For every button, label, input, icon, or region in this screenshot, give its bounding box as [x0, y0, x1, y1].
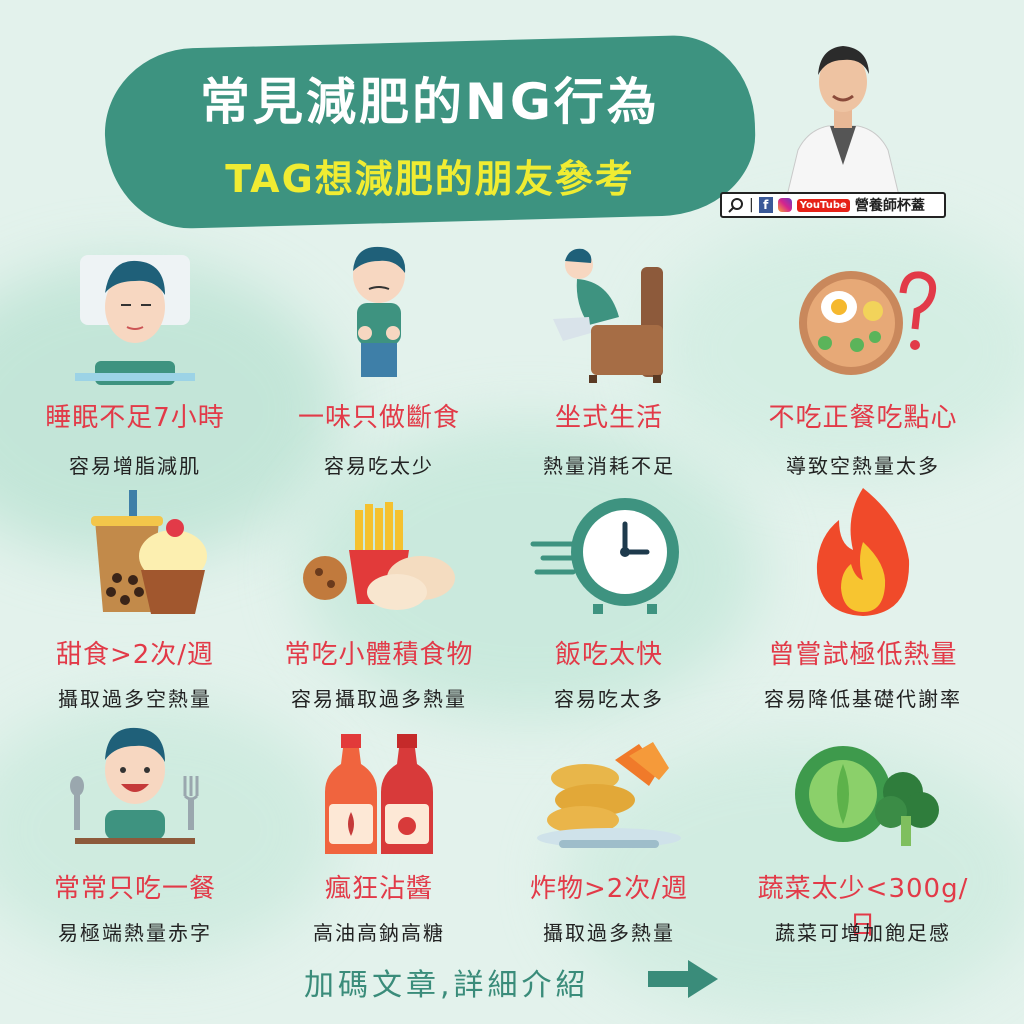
item-card: 不吃正餐吃點心 導致空熱量太多: [748, 245, 978, 478]
item-card: 瘋狂沾醬 高油高鈉高糖: [264, 720, 494, 945]
item-title: 曾嘗試極低熱量: [768, 640, 958, 670]
more-articles-link[interactable]: 加碼文章,詳細介紹: [304, 968, 590, 1003]
hungry-person-icon: [353, 246, 406, 377]
item-card: 甜食>2次/週 攝取過多空熱量: [20, 480, 250, 711]
item-card: 炸物>2次/週 攝取過多熱量: [494, 720, 724, 945]
social-bar: | f YouTube 營養師杯蓋: [720, 192, 946, 218]
item-card: 曾嘗試極低熱量 容易降低基礎代謝率: [748, 480, 978, 711]
clock-icon: [530, 498, 679, 614]
item-title: 蔬菜太少<300g/日: [757, 874, 969, 941]
item-title: 常吃小體積食物: [284, 640, 474, 670]
author-handle: 營養師杯蓋: [854, 198, 925, 214]
instagram-icon[interactable]: [777, 198, 792, 212]
sitting-person-icon: [553, 248, 663, 383]
item-description: 導致空熱量太多: [786, 454, 940, 478]
item-description: 易極端熱量赤字: [58, 921, 212, 945]
item-card: 一味只做斷食 容易吃太少: [264, 245, 494, 478]
item-description: 容易吃太少: [324, 454, 434, 478]
item-card: 常吃小體積食物 容易攝取過多熱量: [264, 480, 494, 711]
eating-boy-icon: [70, 727, 199, 844]
sleeping-person-icon: [75, 255, 195, 385]
item-title: 甜食>2次/週: [55, 640, 215, 670]
fries-dumplings-icon: [303, 502, 455, 610]
page-title: 常見減肥的NG行為: [200, 73, 660, 131]
meal-question-icon: [799, 271, 937, 375]
item-description: 容易增脂減肌: [69, 454, 201, 478]
item-title: 不吃正餐吃點心: [768, 403, 958, 433]
item-description: 容易降低基礎代謝率: [764, 687, 962, 711]
arrow-right-icon[interactable]: [648, 958, 720, 1000]
item-description: 高油高鈉高糖: [313, 921, 445, 945]
item-title: 炸物>2次/週: [529, 874, 689, 904]
item-card: 坐式生活 熱量消耗不足: [494, 245, 724, 478]
item-title: 瘋狂沾醬: [324, 874, 433, 904]
bubble-tea-cupcake-icon: [91, 490, 207, 614]
search-icon: [728, 198, 743, 213]
youtube-icon[interactable]: YouTube: [796, 198, 850, 212]
page-subtitle: TAG想減肥的朋友參考: [225, 157, 635, 201]
facebook-icon[interactable]: f: [758, 197, 773, 213]
fried-food-icon: [537, 742, 681, 848]
item-title: 飯吃太快: [554, 640, 663, 670]
item-card: 睡眠不足7小時 容易增脂減肌: [20, 245, 250, 478]
item-title: 睡眠不足7小時: [45, 403, 225, 433]
item-description: 容易吃太多: [554, 687, 664, 711]
item-description: 熱量消耗不足: [543, 454, 675, 478]
author-photo: [785, 46, 901, 200]
item-card: 蔬菜太少<300g/日 蔬菜可增加飽足感: [748, 720, 978, 945]
item-description: 攝取過多空熱量: [58, 687, 212, 711]
item-card: 常常只吃一餐 易極端熱量赤字: [20, 720, 250, 945]
item-description: 蔬菜可增加飽足感: [775, 921, 951, 945]
item-title: 常常只吃一餐: [53, 874, 216, 904]
item-title: 一味只做斷食: [297, 403, 460, 433]
vegetables-icon: [795, 746, 939, 846]
item-description: 容易攝取過多熱量: [291, 687, 467, 711]
item-title: 坐式生活: [554, 403, 663, 433]
sauce-bottles-icon: [325, 734, 433, 854]
item-card: 飯吃太快 容易吃太多: [494, 480, 724, 711]
fire-icon: [816, 488, 910, 616]
item-description: 攝取過多熱量: [543, 921, 675, 945]
